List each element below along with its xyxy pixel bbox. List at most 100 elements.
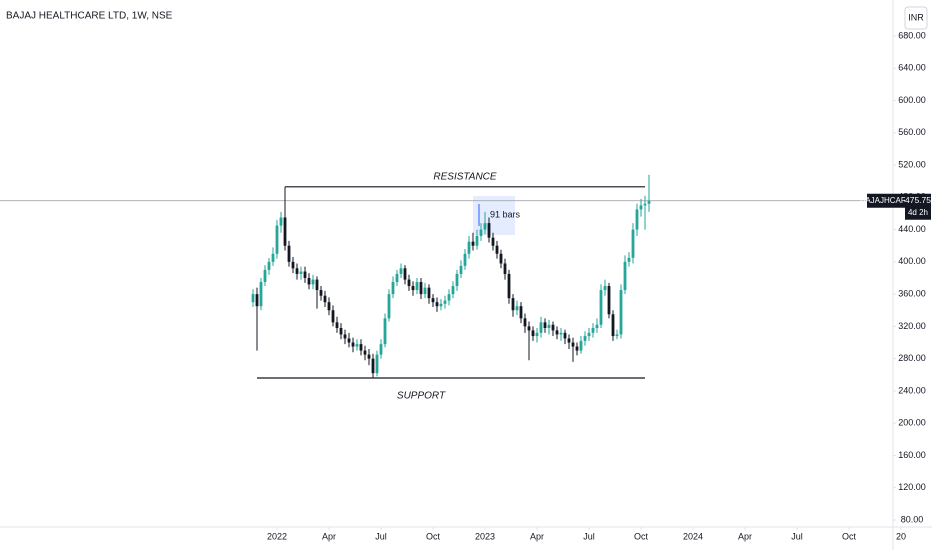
candle-body xyxy=(531,330,535,337)
x-tick-label: 2024 xyxy=(683,531,703,541)
candle-body xyxy=(479,229,483,237)
candle-body xyxy=(495,245,499,254)
measure-label: 91 bars xyxy=(490,209,521,219)
x-tick-label: Apr xyxy=(322,531,336,541)
x-tick-label: 20 xyxy=(896,531,906,541)
candle-body xyxy=(527,326,531,331)
candle-body xyxy=(487,223,491,238)
x-tick-label: Jul xyxy=(583,531,595,541)
candle-body xyxy=(507,273,511,299)
candle-body xyxy=(499,253,503,264)
candle-body xyxy=(327,302,331,311)
x-tick-label: Apr xyxy=(738,531,752,541)
candle-body xyxy=(599,290,603,325)
candle-body xyxy=(623,261,627,291)
candle-body xyxy=(639,205,643,210)
candle-body xyxy=(419,282,423,295)
candle-body xyxy=(311,279,315,285)
y-tick-label: 680.00 xyxy=(898,30,926,40)
y-tick-label: 360.00 xyxy=(898,288,926,298)
candle-body xyxy=(647,200,651,204)
price-box xyxy=(905,193,931,220)
candle-body xyxy=(343,334,347,339)
candle-body xyxy=(619,290,623,335)
y-tick-label: 640.00 xyxy=(898,63,926,73)
candle-body xyxy=(611,314,615,337)
candle-body xyxy=(455,273,459,287)
candle-body xyxy=(539,322,543,333)
candle-body xyxy=(583,336,587,341)
y-tick-label: 120.00 xyxy=(898,482,926,492)
candle-body xyxy=(351,342,355,347)
candle-body xyxy=(251,294,255,303)
candle-body xyxy=(547,324,551,328)
y-tick-label: 440.00 xyxy=(898,224,926,234)
candle-body xyxy=(491,237,495,246)
candle-body xyxy=(415,282,419,291)
measure-box xyxy=(473,196,515,235)
candle-body xyxy=(347,338,351,343)
currency[interactable]: INR xyxy=(908,12,924,22)
candle-body xyxy=(299,271,303,274)
candle-body xyxy=(387,294,391,319)
candle-body xyxy=(339,327,343,335)
candle-body xyxy=(607,286,611,315)
candle-body xyxy=(423,287,427,295)
candle-body xyxy=(471,241,475,246)
candle-body xyxy=(443,300,447,304)
x-tick-label: Apr xyxy=(530,531,544,541)
candle-body xyxy=(263,269,267,283)
candle-body xyxy=(411,286,415,291)
candle-body xyxy=(579,340,583,351)
candle-body xyxy=(271,253,275,262)
y-tick-label: 320.00 xyxy=(898,321,926,331)
x-tick-label: Jul xyxy=(375,531,387,541)
candle-body xyxy=(319,290,323,296)
candle-body xyxy=(303,271,307,278)
candle-body xyxy=(467,241,471,254)
candle-body xyxy=(359,344,363,351)
x-tick-label: Oct xyxy=(842,531,857,541)
candle-body xyxy=(643,203,647,206)
candle-body xyxy=(543,322,547,328)
y-tick-label: 600.00 xyxy=(898,95,926,105)
candle-body xyxy=(407,279,411,287)
candle-body xyxy=(571,342,575,347)
candle-body xyxy=(323,295,327,303)
candle-body xyxy=(371,358,375,374)
candle-body xyxy=(291,261,295,269)
candle-body xyxy=(459,265,463,274)
candle-body xyxy=(603,286,607,291)
candle-body xyxy=(295,268,299,274)
candle-body xyxy=(283,217,287,246)
candle-body xyxy=(503,263,507,274)
candle-body xyxy=(315,279,319,291)
y-tick-label: 160.00 xyxy=(898,450,926,460)
candle-body xyxy=(587,332,591,337)
candle-body xyxy=(375,354,379,374)
annotation-label: SUPPORT xyxy=(397,391,446,402)
x-tick-label: 2023 xyxy=(475,531,495,541)
candle-body xyxy=(591,327,595,333)
candle-body xyxy=(355,344,359,347)
candle-body xyxy=(383,318,387,345)
candle-body xyxy=(567,338,571,343)
x-tick-label: Oct xyxy=(634,531,649,541)
candle-body xyxy=(403,268,407,280)
candle-body xyxy=(279,217,283,226)
candle-body xyxy=(447,294,451,301)
candle-body xyxy=(463,253,467,266)
chart-title: BAJAJ HEALTHCARE LTD, 1W, NSE xyxy=(6,11,173,22)
candle-body xyxy=(399,268,403,274)
candle-body xyxy=(511,298,515,311)
currency-box[interactable] xyxy=(904,6,928,30)
y-tick-label: 80.00 xyxy=(901,514,924,524)
candle-body xyxy=(435,302,439,307)
candle-body xyxy=(551,324,555,331)
candle-body xyxy=(275,225,279,254)
x-tick-label: Jul xyxy=(791,531,803,541)
symbol-box xyxy=(867,193,905,208)
candle-body xyxy=(431,298,435,303)
candle-body xyxy=(519,306,523,319)
